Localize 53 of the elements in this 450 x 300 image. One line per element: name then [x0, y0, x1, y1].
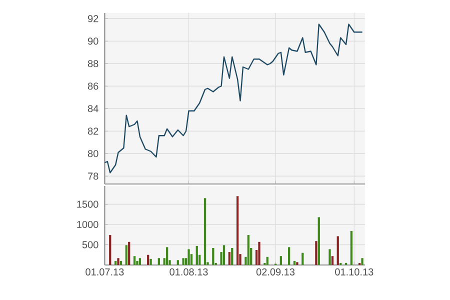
bar: [196, 246, 198, 265]
bar: [128, 242, 130, 265]
bar: [258, 242, 260, 265]
bar: [280, 256, 282, 265]
bar: [361, 258, 364, 265]
y-tick-label: 82: [88, 128, 98, 135]
bar: [125, 245, 128, 265]
bar: [293, 260, 296, 265]
y-tick-label: 1000: [77, 220, 98, 228]
bar: [114, 260, 117, 265]
bar: [336, 236, 339, 265]
bar: [331, 256, 334, 265]
y-tick-label: 1500: [77, 200, 98, 208]
bar: [138, 258, 142, 265]
bar: [236, 196, 239, 265]
bar: [288, 247, 290, 265]
bar: [133, 256, 136, 265]
x-tick-label: 01.10.13: [335, 268, 374, 276]
bar: [231, 248, 234, 265]
y-tick-label: 80: [88, 150, 98, 158]
y-tick-label: 90: [88, 38, 98, 45]
bar: [147, 254, 150, 265]
bar: [117, 258, 120, 265]
bar: [150, 258, 152, 265]
y-tick-label: 84: [88, 105, 98, 112]
bar: [166, 247, 168, 265]
bar: [328, 249, 331, 265]
bar: [228, 252, 230, 265]
bar: [296, 262, 298, 265]
bar: [266, 256, 268, 265]
bar: [109, 235, 112, 265]
bar: [212, 248, 214, 265]
bar: [315, 241, 318, 265]
bar: [204, 198, 206, 265]
bar: [176, 260, 179, 265]
y-tick-label: 88: [88, 60, 98, 68]
y-tick-label: 92: [88, 15, 98, 22]
bar: [222, 245, 226, 265]
bar: [120, 260, 122, 265]
bar: [158, 258, 160, 265]
x-tick-label: 02.09.13: [256, 268, 295, 276]
y-tick-label: 86: [88, 82, 98, 90]
y-tick-label: 500: [82, 241, 98, 248]
line-series: [104, 24, 363, 174]
bar: [182, 258, 184, 265]
bar: [318, 217, 320, 265]
bar: [350, 230, 353, 265]
x-tick-label: 01.08.13: [170, 268, 208, 276]
bar: [247, 235, 250, 265]
bar: [188, 249, 190, 265]
y-tick-label: 78: [88, 172, 98, 180]
x-tick-label: 01.07.13: [86, 268, 124, 276]
bar: [302, 252, 304, 265]
